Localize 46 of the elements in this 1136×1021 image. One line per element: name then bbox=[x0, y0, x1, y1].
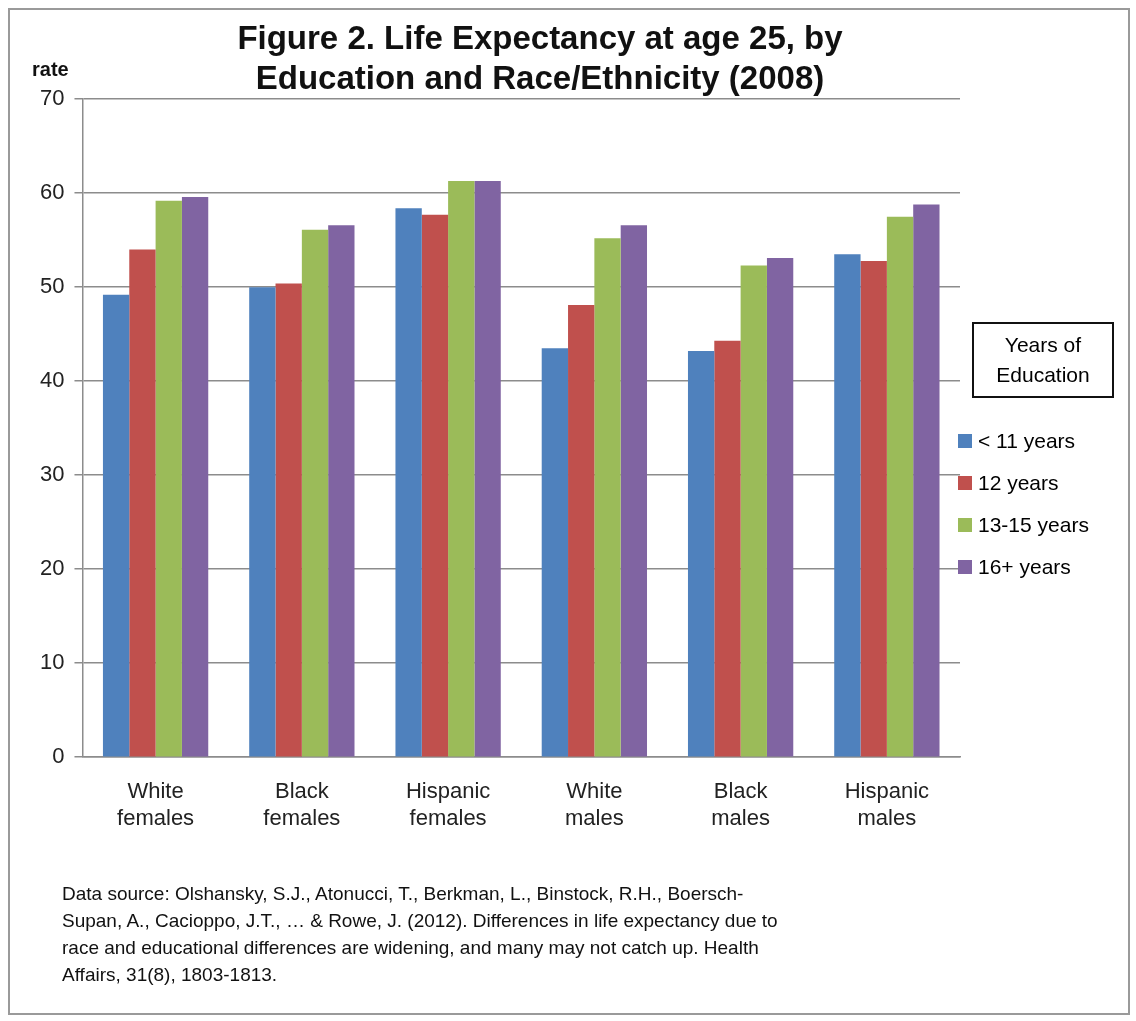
y-tick-label: 70 bbox=[39, 85, 65, 111]
legend-label: 13-15 years bbox=[978, 513, 1089, 537]
legend-label: 12 years bbox=[978, 471, 1059, 495]
x-tick-label: White females bbox=[117, 778, 195, 830]
bar bbox=[421, 214, 449, 757]
y-tick-label: 10 bbox=[39, 649, 65, 675]
y-tick-label: 50 bbox=[39, 273, 65, 299]
y-tick-label: 30 bbox=[39, 461, 65, 487]
bar bbox=[155, 200, 182, 757]
y-tick-label: 60 bbox=[39, 179, 65, 205]
bar bbox=[275, 283, 302, 757]
bar bbox=[129, 249, 156, 757]
y-tick-label: 0 bbox=[52, 743, 65, 769]
legend-label: 16+ years bbox=[978, 555, 1071, 579]
x-tick-label: Hispanic males bbox=[844, 778, 930, 830]
bar bbox=[181, 196, 209, 757]
bar bbox=[620, 225, 648, 757]
source-note: Data source: Olshansky, S.J., Atonucci, T., Berkman, L., Binstock, R.H., Boersch-Supan, A., Cacioppo, J.T., … & Rowe, J. (2012). Differences in life expectancy due to race and educational differences are widening, and many may not catch up. Health Affairs, 31(8), 1803-1813. bbox=[62, 882, 779, 987]
bar bbox=[301, 229, 329, 757]
bar bbox=[860, 260, 887, 757]
bar bbox=[102, 294, 130, 757]
bar bbox=[541, 348, 569, 757]
x-tick-label: Black males bbox=[711, 778, 770, 830]
bar bbox=[474, 180, 501, 757]
bar bbox=[249, 287, 276, 757]
legend-title: Years of Education bbox=[972, 322, 1114, 398]
bar bbox=[766, 258, 794, 757]
bar bbox=[886, 216, 914, 757]
bar bbox=[740, 265, 767, 757]
x-tick-label: White males bbox=[565, 778, 624, 830]
x-tick-label: Black females bbox=[263, 778, 341, 830]
chart-title: Figure 2. Life Expectancy at age 25, by Education and Race/Ethnicity (2008) bbox=[236, 18, 844, 98]
y-tick-label: 20 bbox=[39, 555, 65, 581]
bar bbox=[687, 351, 715, 757]
bar bbox=[594, 238, 621, 757]
bar bbox=[328, 225, 355, 757]
y-tick-label: 40 bbox=[39, 367, 65, 393]
x-tick-label: Hispanic females bbox=[405, 778, 491, 830]
bar bbox=[714, 340, 741, 757]
bar bbox=[448, 180, 475, 757]
legend-label: < 11 years bbox=[978, 429, 1076, 453]
bar bbox=[834, 254, 861, 757]
y-axis-title: rate bbox=[32, 58, 69, 81]
bar bbox=[395, 208, 422, 757]
bar bbox=[913, 204, 940, 757]
bar bbox=[568, 305, 595, 757]
